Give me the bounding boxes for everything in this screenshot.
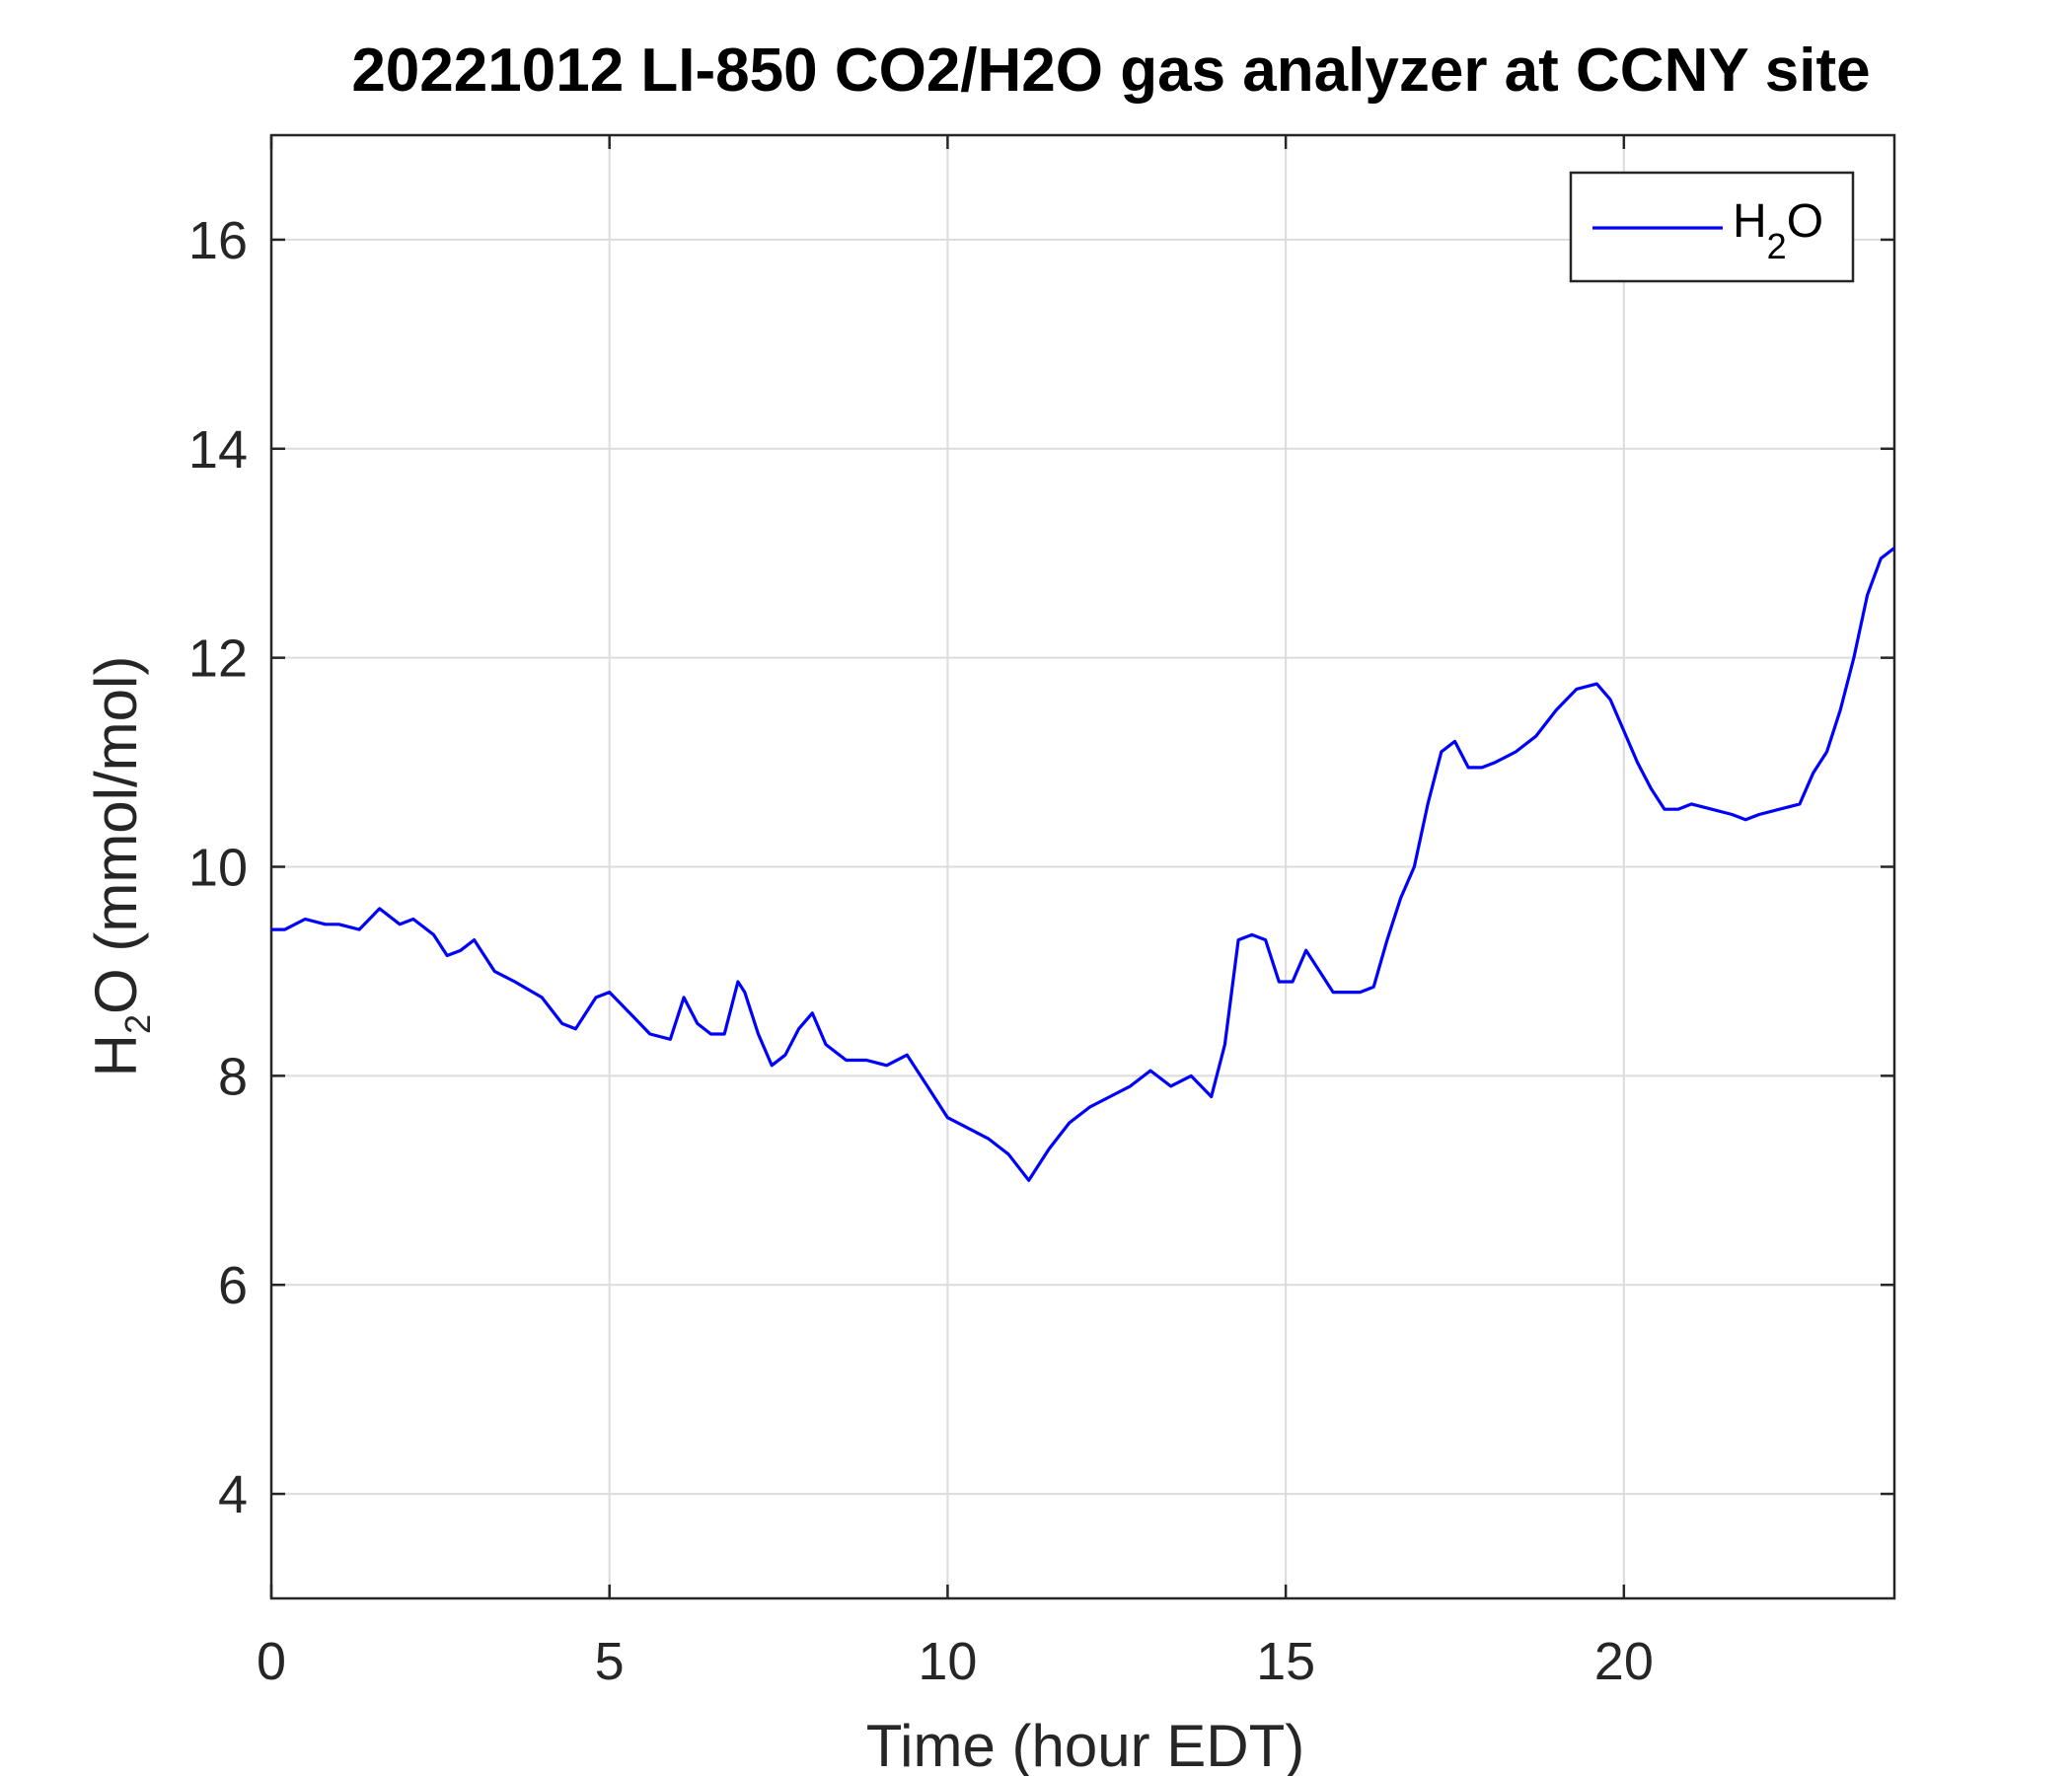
grid	[271, 135, 1894, 1598]
x-tick-label: 20	[1594, 1632, 1654, 1691]
plot-area-frame	[269, 133, 1896, 1600]
chart-title: 20221012 LI-850 CO2/H2O gas analyzer at …	[351, 37, 1870, 105]
y-axis-label: H2O (mmol/mol)	[83, 656, 158, 1077]
y-tick-label: 16	[188, 211, 248, 270]
x-tick-label: 15	[1256, 1632, 1315, 1691]
series-line-h2o	[271, 547, 1895, 1182]
y-tick-labels: 4 6 8 10 12 14 16	[188, 211, 248, 1524]
y-tick-label: 8	[218, 1047, 248, 1106]
y-tick-label: 4	[218, 1465, 248, 1524]
x-axis-label: Time (hour EDT)	[866, 1713, 1305, 1776]
x-tick-labels: 0 5 10 15 20	[257, 1632, 1654, 1691]
y-tick-label: 6	[218, 1256, 248, 1315]
x-tick-label: 0	[257, 1632, 286, 1691]
legend: H2O	[1569, 171, 1855, 283]
y-tick-label: 10	[188, 839, 248, 898]
x-tick-label: 10	[918, 1632, 977, 1691]
y-tick-label: 14	[188, 420, 248, 480]
legend-label-h2o: H2O	[1733, 195, 1823, 266]
y-tick-label: 12	[188, 629, 248, 689]
x-tick-label: 5	[595, 1632, 625, 1691]
